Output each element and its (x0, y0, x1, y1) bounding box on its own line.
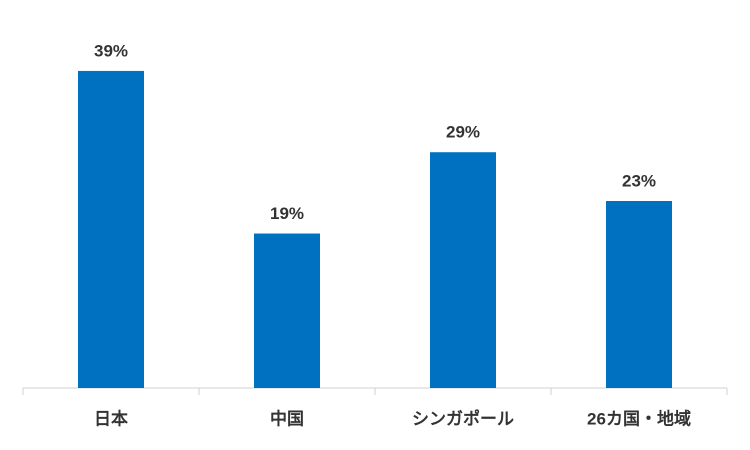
bar (606, 201, 672, 388)
x-tick-label: シンガポール (412, 408, 514, 428)
x-tick-label: 日本 (94, 408, 128, 428)
data-label: 29% (446, 123, 480, 142)
data-label: 23% (622, 171, 656, 190)
x-tick-label: 中国 (270, 408, 304, 428)
data-label: 39% (94, 41, 128, 60)
bar (430, 152, 496, 388)
x-tick-label: 26カ国・地域 (587, 408, 691, 428)
bar (254, 233, 320, 388)
data-label: 19% (270, 204, 304, 223)
bar (78, 70, 144, 389)
